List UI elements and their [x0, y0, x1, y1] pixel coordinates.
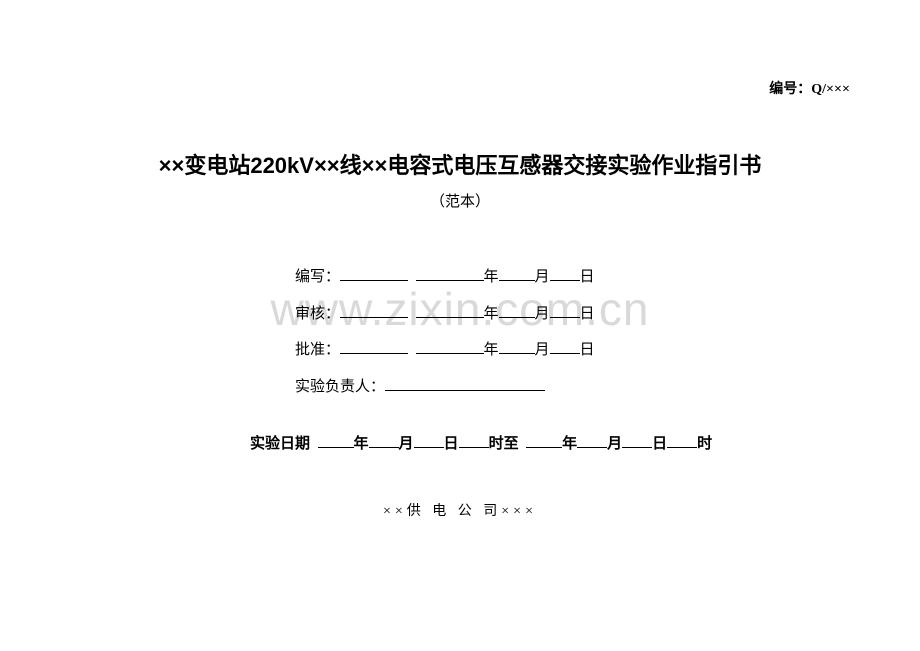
exp-year2-field — [526, 433, 562, 448]
exp-day2-field — [622, 433, 652, 448]
experiment-date-row: 实验日期 年月日时至 年月日时 — [250, 432, 712, 453]
review-row: 审核： 年 月 日 — [295, 297, 595, 332]
leader-label: 实验负责人： — [295, 379, 385, 395]
write-year-field — [416, 266, 484, 281]
approve-month-field — [499, 339, 535, 354]
document-number: 编号：Q/××× — [769, 78, 850, 98]
month-label: 月 — [607, 436, 622, 452]
exp-month2-field — [577, 433, 607, 448]
day-label: 日 — [444, 436, 459, 452]
experiment-date-prefix: 实验日期 — [250, 436, 310, 452]
exp-day1-field — [414, 433, 444, 448]
write-day-field — [550, 266, 580, 281]
signature-form: 编写： 年月日 审核： 年月日 批准： 年月日 实验负责人： — [295, 260, 595, 406]
approve-label: 批准： — [295, 342, 340, 358]
write-name-field — [340, 266, 408, 281]
review-month-field — [499, 303, 535, 318]
leader-row: 实验负责人： — [295, 370, 595, 405]
month-label: 月 — [535, 269, 550, 285]
review-day-field — [550, 303, 580, 318]
write-row: 编写： 年 月 日 — [295, 260, 595, 295]
approve-day-field — [550, 339, 580, 354]
exp-year1-field — [318, 433, 354, 448]
year-label: 年 — [484, 306, 499, 322]
year-label: 年 — [562, 436, 577, 452]
day-label: 日 — [580, 306, 595, 322]
review-year-field — [416, 303, 484, 318]
to-label: 至 — [504, 436, 519, 452]
hour-label: 时 — [489, 436, 504, 452]
review-name-field — [340, 303, 408, 318]
hour-label: 时 — [697, 436, 712, 452]
leader-name-field — [385, 376, 545, 391]
write-label: 编写： — [295, 269, 340, 285]
day-label: 日 — [652, 436, 667, 452]
exp-hour1-field — [459, 433, 489, 448]
write-month-field — [499, 266, 535, 281]
page-subtitle: （范本） — [0, 190, 920, 211]
year-label: 年 — [484, 269, 499, 285]
page-title: ××变电站220kV××线××电容式电压互感器交接实验作业指引书 — [0, 148, 920, 180]
month-label: 月 — [535, 306, 550, 322]
year-label: 年 — [484, 342, 499, 358]
approve-name-field — [340, 339, 408, 354]
year-label: 年 — [354, 436, 369, 452]
review-label: 审核： — [295, 306, 340, 322]
approve-year-field — [416, 339, 484, 354]
day-label: 日 — [580, 342, 595, 358]
footer-company: ××供 电 公 司××× — [0, 500, 920, 520]
day-label: 日 — [580, 269, 595, 285]
month-label: 月 — [399, 436, 414, 452]
approve-row: 批准： 年 月 日 — [295, 333, 595, 368]
exp-month1-field — [369, 433, 399, 448]
exp-hour2-field — [667, 433, 697, 448]
month-label: 月 — [535, 342, 550, 358]
